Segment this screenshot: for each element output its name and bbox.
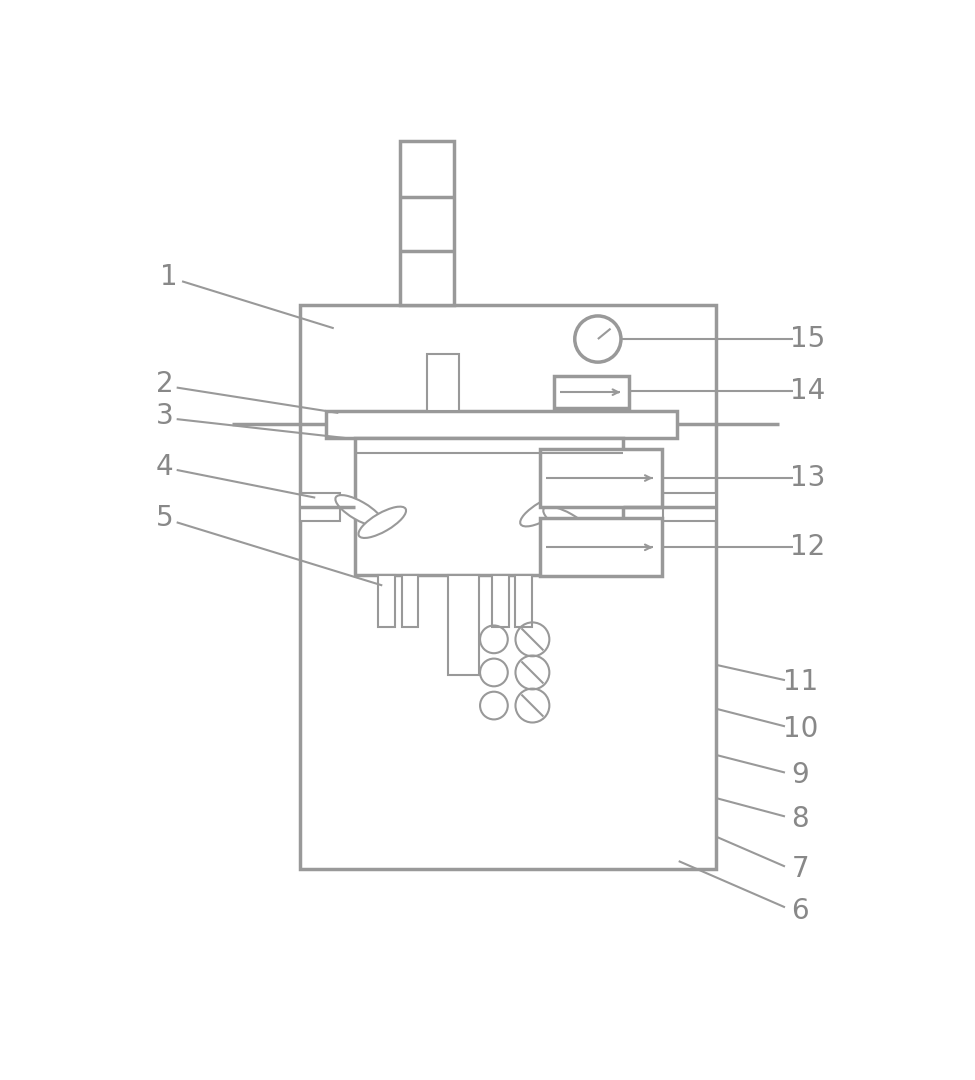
Bar <box>663 494 716 521</box>
Bar <box>400 141 454 306</box>
Bar <box>554 376 630 408</box>
Text: 8: 8 <box>792 805 809 833</box>
Bar <box>326 410 678 437</box>
Ellipse shape <box>359 507 406 538</box>
Bar <box>427 354 459 410</box>
Text: 6: 6 <box>792 897 809 926</box>
Bar <box>355 437 623 575</box>
Ellipse shape <box>335 495 383 526</box>
Bar <box>492 575 509 627</box>
Text: 4: 4 <box>156 453 174 481</box>
Text: 9: 9 <box>792 760 809 788</box>
Bar <box>448 575 479 675</box>
Text: 15: 15 <box>791 325 826 353</box>
Text: 5: 5 <box>156 504 174 532</box>
Bar <box>402 575 418 627</box>
Text: 13: 13 <box>791 463 826 491</box>
Bar <box>540 518 662 577</box>
Text: 10: 10 <box>783 715 818 743</box>
Text: 7: 7 <box>792 854 809 882</box>
Bar <box>300 306 716 868</box>
Bar <box>516 575 532 627</box>
Bar <box>300 494 340 521</box>
Text: 1: 1 <box>160 264 177 292</box>
Bar <box>540 449 662 507</box>
Ellipse shape <box>543 507 591 538</box>
Bar <box>378 575 395 627</box>
Text: 12: 12 <box>791 532 826 561</box>
Ellipse shape <box>521 495 567 526</box>
Text: 3: 3 <box>155 402 174 430</box>
Text: 11: 11 <box>783 669 818 697</box>
Text: 2: 2 <box>156 369 174 397</box>
Text: 14: 14 <box>791 377 826 405</box>
